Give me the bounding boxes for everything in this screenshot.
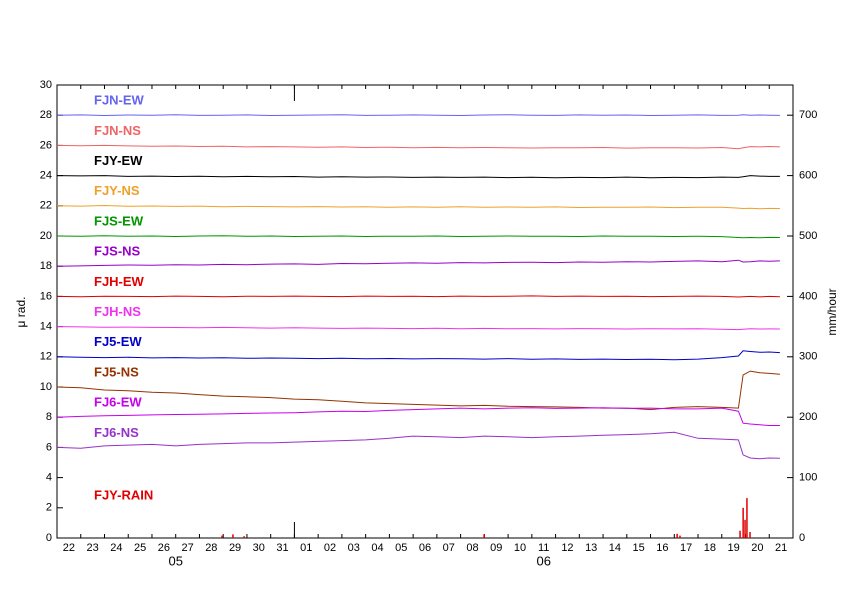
series-label: FJS-EW: [94, 213, 144, 228]
series-line: [56, 326, 780, 331]
y-tick-label: 26: [40, 139, 52, 151]
x-tick-label: 21: [775, 542, 787, 554]
y2-tick-label: 700: [799, 109, 817, 121]
x-tick-label: 15: [633, 542, 645, 554]
y2-tick-label: 600: [799, 170, 817, 182]
series-label: FJ5-NS: [94, 364, 139, 379]
x-tick-label: 01: [300, 542, 312, 554]
x-tick-label: 26: [158, 542, 170, 554]
y2-tick-label: 400: [799, 290, 817, 302]
month-label: 05: [168, 553, 182, 568]
y-tick-label: 14: [40, 321, 52, 333]
x-tick-label: 06: [419, 542, 431, 554]
x-tick-label: 03: [348, 542, 360, 554]
series-line: [56, 204, 780, 210]
plot-frame: [56, 84, 794, 539]
series-line: [56, 370, 780, 411]
y2-tick-label: 100: [799, 472, 817, 484]
x-tick-label: 05: [395, 542, 407, 554]
x-tick-label: 24: [110, 542, 122, 554]
y-tick-label: 8: [46, 411, 52, 423]
series-line: [56, 235, 780, 239]
y-tick-label: 0: [46, 532, 52, 544]
series-label: FJY-RAIN: [94, 487, 153, 502]
x-tick-label: 18: [704, 542, 716, 554]
x-tick-label: 28: [205, 542, 217, 554]
y-tick-label: 24: [40, 170, 52, 182]
x-tick-label: 29: [229, 542, 241, 554]
y-axis-label: μ rad.: [14, 297, 28, 328]
y-tick-label: 10: [40, 381, 52, 393]
x-tick-label: 11: [538, 542, 549, 554]
y-tick-label: 18: [40, 260, 52, 272]
series-label: FJY-NS: [94, 183, 140, 198]
series-line: [56, 431, 780, 460]
series-line: [56, 295, 780, 298]
x-tick-label: 20: [751, 542, 763, 554]
series-line: [56, 350, 780, 361]
x-tick-label: 16: [656, 542, 668, 554]
series-label: FJH-EW: [94, 274, 145, 289]
x-tick-label: 22: [63, 542, 75, 554]
x-tick-label: 25: [134, 542, 146, 554]
y2-tick-label: 0: [799, 532, 805, 544]
x-tick-label: 09: [490, 542, 502, 554]
y-tick-label: 30: [40, 79, 52, 91]
y-tick-label: 6: [46, 441, 52, 453]
y2-tick-label: 300: [799, 351, 817, 363]
x-tick-label: 07: [443, 542, 455, 554]
series-label: FJS-NS: [94, 244, 141, 259]
x-tick-label: 14: [609, 542, 621, 554]
y2-tick-label: 200: [799, 411, 817, 423]
y-tick-label: 2: [46, 502, 52, 514]
series-label: FJ6-NS: [94, 425, 139, 440]
series-label: FJN-EW: [94, 93, 145, 108]
x-tick-label: 02: [324, 542, 336, 554]
x-tick-label: 13: [585, 542, 597, 554]
y-tick-label: 12: [40, 351, 52, 363]
y-tick-label: 28: [40, 109, 52, 121]
series-label: FJ6-EW: [94, 395, 142, 410]
series-line: [56, 175, 780, 179]
x-tick-label: 27: [181, 542, 193, 554]
x-tick-label: 23: [86, 542, 98, 554]
x-tick-label: 19: [728, 542, 740, 554]
series-label: FJ5-EW: [94, 334, 142, 349]
y2-axis-label: mm/hour: [825, 288, 839, 335]
x-tick-label: 10: [514, 542, 526, 554]
y-tick-label: 16: [40, 290, 52, 302]
series-label: FJH-NS: [94, 304, 141, 319]
series-label: FJN-NS: [94, 123, 141, 138]
series-line: [56, 259, 780, 267]
x-tick-label: 31: [276, 542, 288, 554]
y-tick-label: 20: [40, 230, 52, 242]
x-tick-label: 08: [466, 542, 478, 554]
series-line: [56, 144, 780, 150]
y2-tick-label: 500: [799, 230, 817, 242]
series-line: [56, 114, 780, 117]
series-line: [56, 407, 780, 426]
month-label: 06: [536, 553, 550, 568]
x-tick-label: 30: [253, 542, 265, 554]
series-label: FJY-EW: [94, 153, 143, 168]
y-tick-label: 22: [40, 200, 52, 212]
x-tick-label: 17: [680, 542, 692, 554]
x-tick-label: 04: [371, 542, 383, 554]
x-tick-label: 12: [561, 542, 573, 554]
y-tick-label: 4: [46, 472, 52, 484]
